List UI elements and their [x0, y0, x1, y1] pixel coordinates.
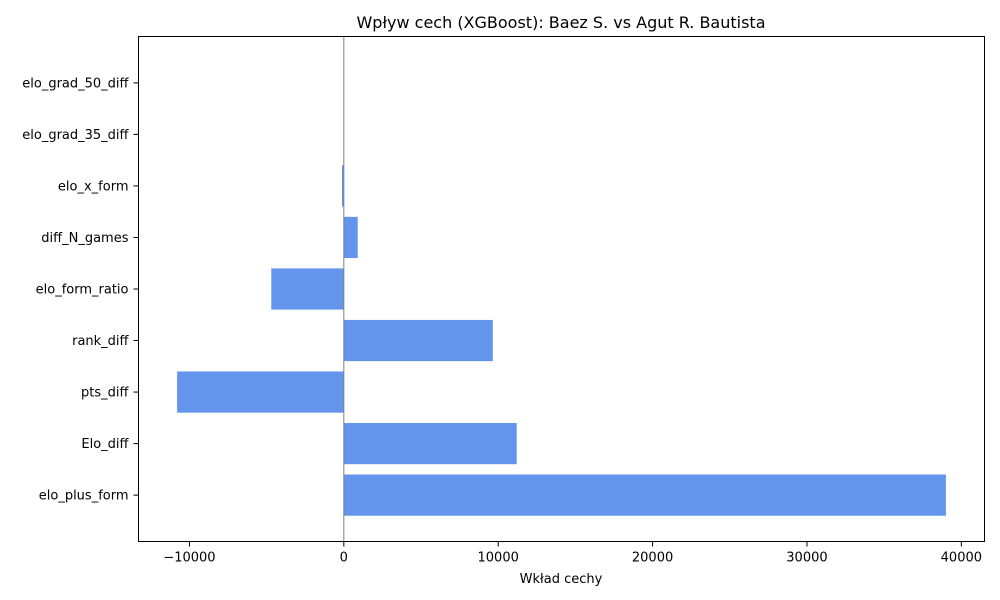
- bar-elo_form_ratio: [271, 268, 344, 310]
- x-tick-label: −10000: [163, 551, 215, 566]
- y-tick-label: elo_x_form: [58, 179, 129, 194]
- y-tick-label: pts_diff: [81, 386, 129, 401]
- bar-rank_diff: [343, 319, 493, 362]
- x-tick-label: 40000: [941, 551, 982, 566]
- x-axis-ticks: −10000 0 10000 20000 30000 40000: [163, 541, 982, 566]
- x-tick-label: 20000: [632, 551, 673, 566]
- bar-Elo_diff: [343, 422, 517, 465]
- y-tick-label: elo_plus_form: [39, 489, 129, 504]
- bar-elo_x_form: [341, 165, 344, 207]
- y-tick-label: diff_N_games: [41, 231, 128, 246]
- plot-frame: [138, 36, 985, 542]
- chart-title: Wpływ cech (XGBoost): Baez S. vs Agut R.…: [356, 13, 765, 32]
- x-tick-label: 30000: [786, 551, 827, 566]
- y-axis-ticks: elo_plus_form Elo_diff pts_diff rank_diff el…: [22, 76, 139, 504]
- y-tick-label: elo_grad_50_diff: [22, 76, 129, 91]
- x-axis-label: Wkład cechy: [520, 572, 603, 587]
- bar-diff_N_games: [343, 216, 358, 259]
- y-tick-label: Elo_diff: [81, 437, 129, 452]
- y-tick-label: elo_grad_35_diff: [22, 128, 129, 143]
- x-tick-label: 10000: [478, 551, 519, 566]
- bar-pts_diff: [177, 371, 344, 413]
- y-tick-label: rank_diff: [72, 334, 129, 349]
- bar-elo_plus_form: [343, 474, 946, 516]
- bars-group: [177, 165, 946, 516]
- x-tick-label: 0: [340, 551, 348, 566]
- y-tick-label: elo_form_ratio: [36, 283, 129, 298]
